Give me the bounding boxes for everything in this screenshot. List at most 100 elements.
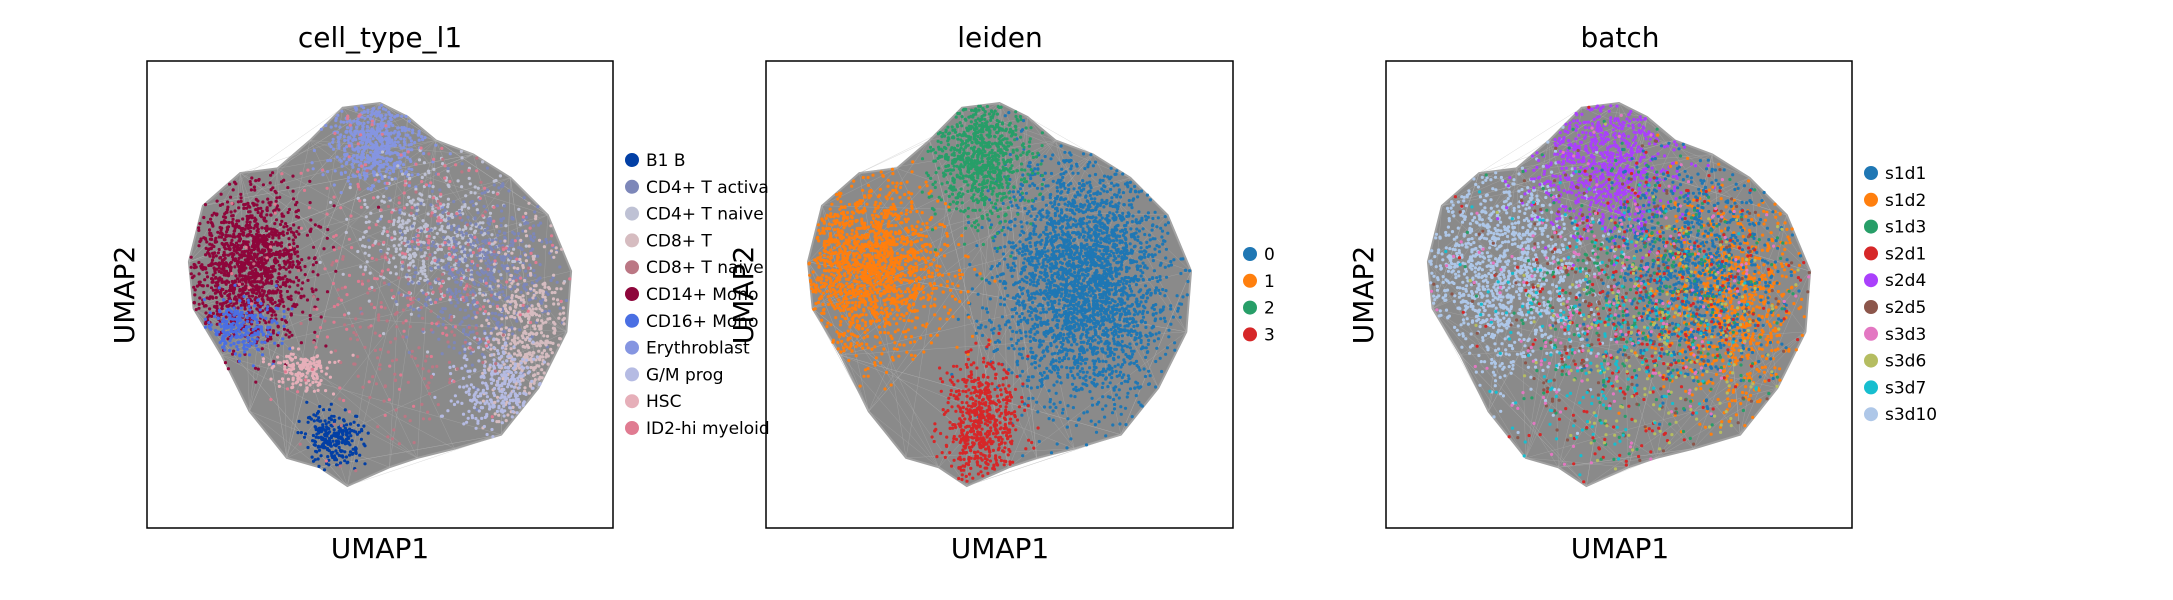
scatter-point — [270, 319, 274, 323]
scatter-point — [265, 280, 269, 284]
scatter-point — [343, 170, 347, 174]
scatter-point — [361, 235, 365, 239]
scatter-point — [497, 186, 501, 190]
scatter-point — [343, 285, 347, 289]
scatter-point — [244, 284, 248, 288]
scatter-point — [463, 350, 467, 354]
scatter-point — [377, 179, 381, 183]
scatter-point — [266, 311, 270, 315]
scatter-point — [524, 229, 528, 233]
scatter-point — [239, 245, 243, 250]
scatter-point — [420, 175, 424, 180]
scatter-point — [331, 245, 336, 249]
scatter-point — [348, 123, 352, 127]
scatter-point — [351, 159, 355, 163]
scatter-point — [261, 332, 266, 336]
scatter-point — [404, 294, 408, 298]
scatter-point — [345, 120, 349, 124]
scatter-point — [275, 196, 279, 200]
scatter-point — [361, 124, 365, 128]
scatter-point — [229, 328, 233, 332]
scatter-point — [483, 402, 487, 406]
scatter-point — [302, 435, 307, 439]
scatter-point — [248, 265, 253, 269]
scatter-point — [267, 289, 271, 293]
scatter-point — [390, 288, 394, 292]
scatter-point — [1169, 304, 1173, 308]
scatter-point — [390, 177, 394, 181]
scatter-point — [311, 376, 315, 380]
scatter-point — [475, 338, 479, 342]
scatter-point — [229, 267, 233, 271]
scatter-point — [271, 227, 275, 231]
scatter-point — [471, 316, 475, 320]
scatter-point — [314, 380, 318, 384]
scatter-point — [412, 307, 416, 311]
scatter-point — [331, 137, 335, 141]
scatter-point — [234, 274, 238, 278]
scatter-point — [450, 292, 455, 296]
scatter-point — [387, 147, 391, 151]
scatter-point — [252, 185, 256, 189]
scatter-point — [256, 252, 260, 256]
scatter-point — [419, 248, 423, 252]
scatter-point — [245, 223, 249, 227]
scatter-point — [311, 167, 315, 171]
scatter-point — [277, 208, 281, 212]
scatter-point — [450, 273, 454, 277]
scatter-point — [209, 217, 213, 221]
scatter-point — [503, 239, 507, 243]
scatter-point — [292, 247, 297, 251]
scatter-point — [253, 332, 258, 336]
scatter-point — [543, 309, 548, 313]
scatter-point — [460, 162, 464, 166]
scatter-point — [412, 404, 416, 408]
scatter-point — [376, 122, 380, 127]
scatter-point — [524, 358, 529, 362]
scatter-point — [331, 281, 335, 286]
scatter-point — [500, 401, 504, 405]
scatter-point — [434, 244, 438, 249]
scatter-point — [356, 196, 360, 200]
scatter-point — [236, 328, 241, 332]
scatter-point — [201, 301, 205, 305]
scatter-point — [509, 392, 513, 396]
scatter-point — [361, 130, 365, 134]
scatter-point — [534, 284, 538, 288]
scatter-point — [421, 219, 425, 223]
scatter-point — [500, 421, 504, 425]
scatter-point — [558, 265, 562, 269]
scatter-point — [406, 249, 410, 254]
scatter-point — [476, 211, 480, 215]
scatter-point — [423, 268, 427, 272]
scatter-point — [400, 233, 404, 237]
scatter-point — [404, 114, 408, 118]
scatter-point — [387, 398, 391, 402]
scatter-point — [360, 282, 365, 286]
scatter-point — [468, 330, 473, 334]
scatter-point — [247, 272, 251, 276]
scatter-point — [393, 129, 397, 133]
scatter-point — [371, 243, 375, 247]
scatter-point — [443, 164, 447, 168]
scatter-point — [491, 275, 495, 279]
scatter-point — [521, 229, 525, 233]
scatter-point — [496, 233, 500, 237]
scatter-point — [274, 218, 279, 222]
scatter-point — [401, 222, 405, 226]
scatter-point — [337, 445, 341, 450]
scatter-point — [501, 216, 506, 220]
scatter-point — [489, 377, 493, 381]
scatter-point — [284, 222, 288, 226]
scatter-point — [243, 304, 247, 308]
scatter-point — [486, 221, 490, 225]
scatter-point — [549, 341, 553, 345]
scatter-point — [213, 291, 217, 295]
scatter-point — [403, 142, 407, 146]
scatter-point — [513, 327, 517, 331]
scatter-point — [329, 444, 333, 448]
scatter-point — [500, 354, 504, 358]
scatter-point — [284, 280, 288, 284]
scatter-point — [503, 252, 508, 256]
scatter-point — [512, 266, 516, 270]
